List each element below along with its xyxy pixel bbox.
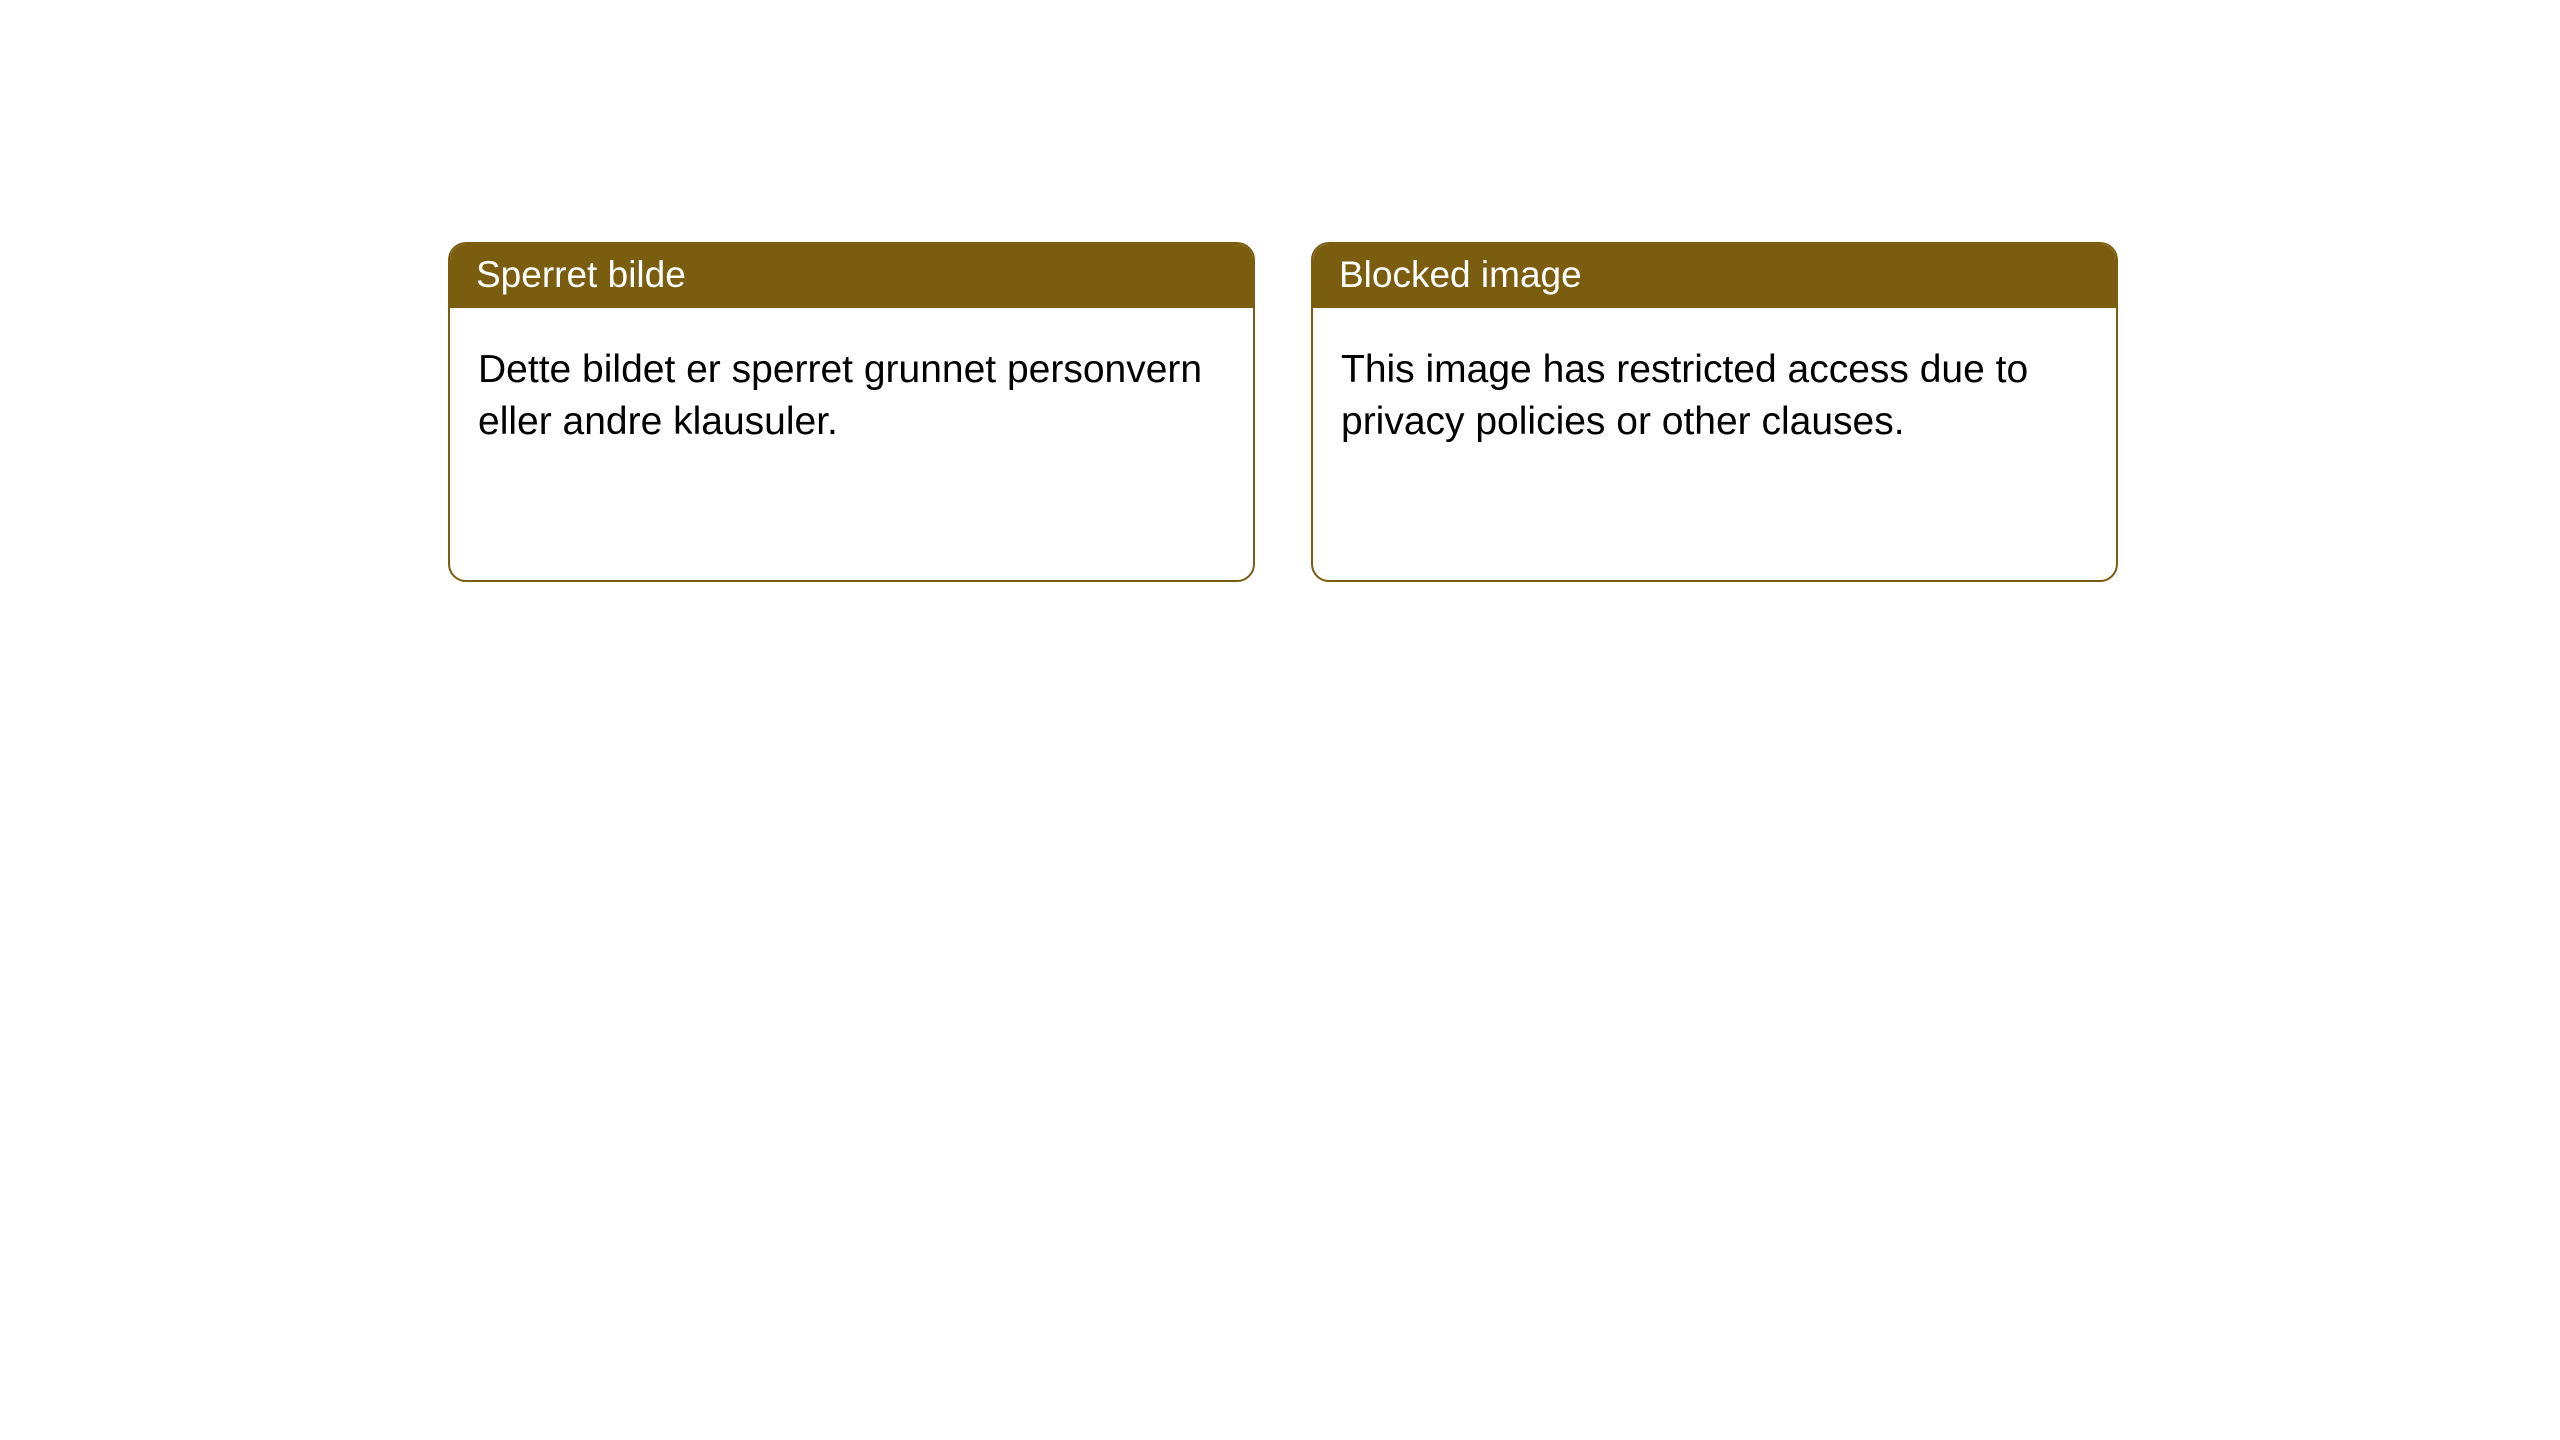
notice-card-english: Blocked image This image has restricted … xyxy=(1311,242,2118,582)
card-title: Sperret bilde xyxy=(476,254,686,295)
card-text: Dette bildet er sperret grunnet personve… xyxy=(478,344,1225,449)
card-body: This image has restricted access due to … xyxy=(1313,308,2116,580)
card-text: This image has restricted access due to … xyxy=(1341,344,2088,449)
notice-card-norwegian: Sperret bilde Dette bildet er sperret gr… xyxy=(448,242,1255,582)
card-header: Blocked image xyxy=(1313,244,2116,308)
notice-cards-container: Sperret bilde Dette bildet er sperret gr… xyxy=(0,0,2560,582)
card-title: Blocked image xyxy=(1339,254,1582,295)
card-header: Sperret bilde xyxy=(450,244,1253,308)
card-body: Dette bildet er sperret grunnet personve… xyxy=(450,308,1253,580)
